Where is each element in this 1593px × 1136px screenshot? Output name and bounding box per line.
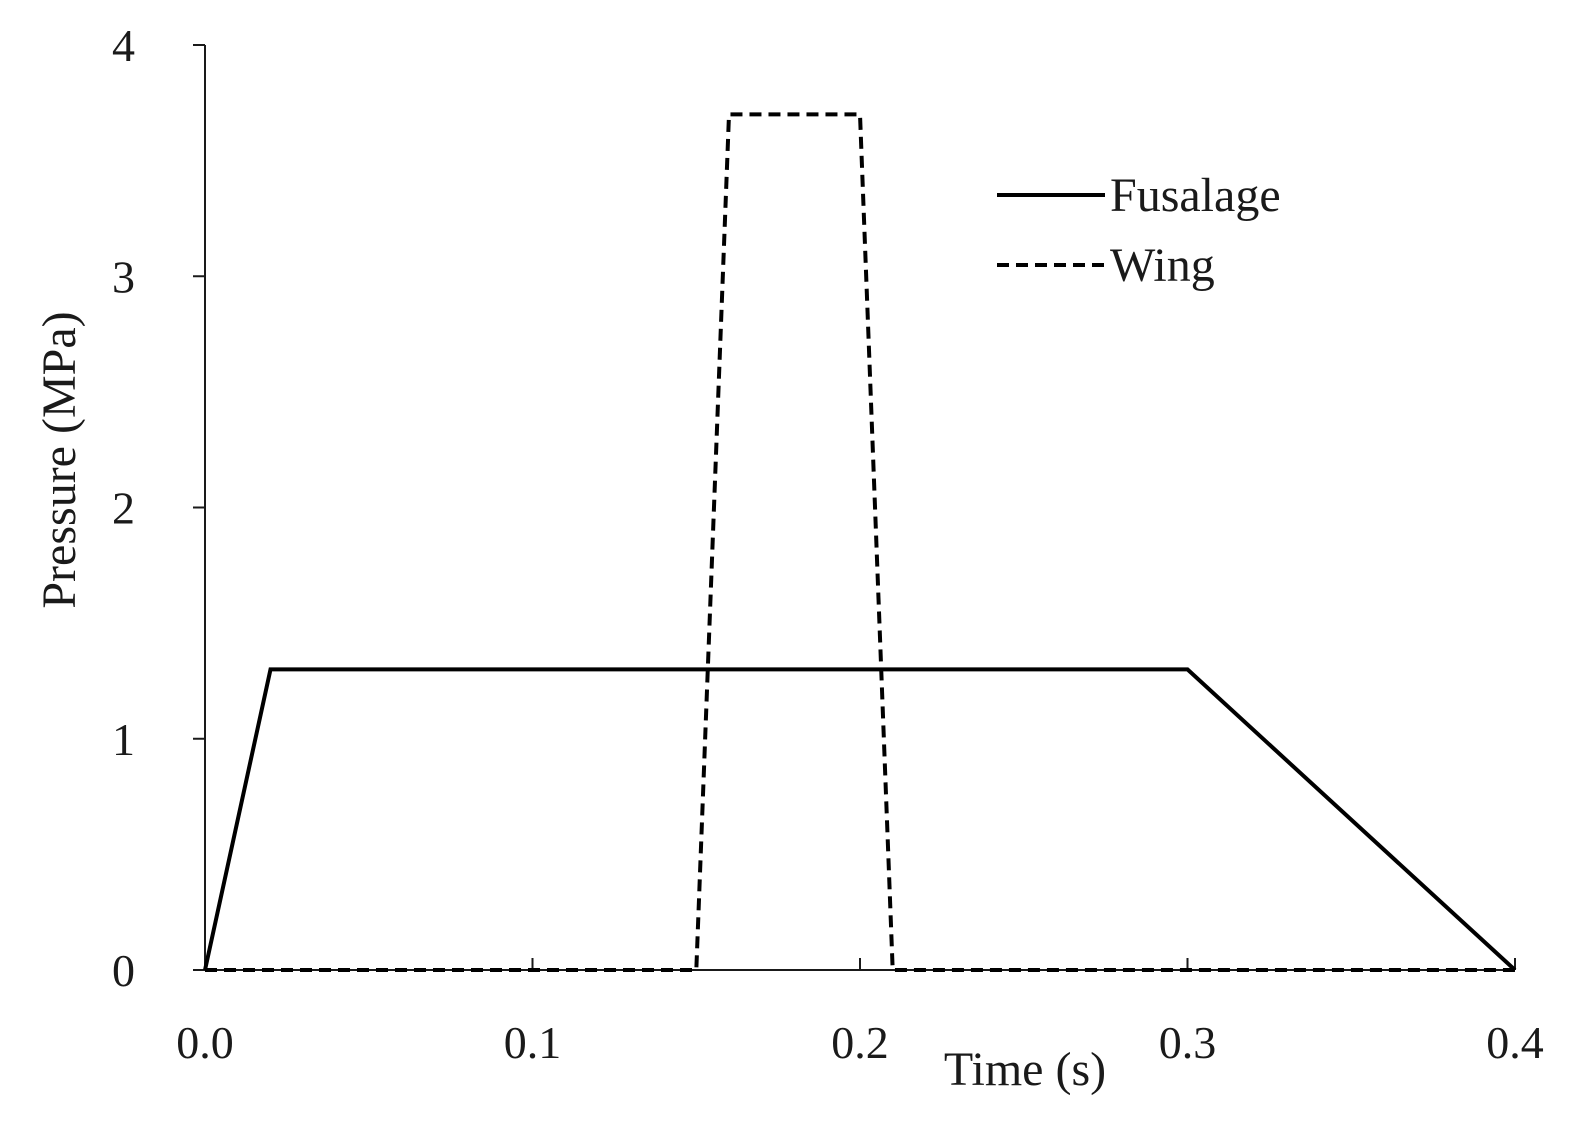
- x-tick-label: 0.3: [1159, 1017, 1217, 1068]
- x-axis-title: Time (s): [944, 1043, 1106, 1096]
- y-tick-label: 2: [112, 483, 135, 534]
- y-tick-label: 4: [112, 20, 135, 71]
- y-axis-title: Pressure (MPa): [33, 311, 86, 608]
- x-tick-label: 0.2: [831, 1017, 889, 1068]
- y-tick-label: 3: [112, 251, 135, 302]
- legend-label-fusalage: Fusalage: [1110, 169, 1281, 222]
- axes: 0.0 0.1 0.2 0.3 0.4 0 1 2 3 4: [112, 20, 1544, 1068]
- x-tick-label: 0.4: [1486, 1017, 1544, 1068]
- y-tick-label: 1: [112, 714, 135, 765]
- x-tick-label: 0.0: [176, 1017, 234, 1068]
- x-tick-label: 0.1: [504, 1017, 562, 1068]
- legend-label-wing: Wing: [1110, 239, 1215, 292]
- legend: Fusalage Wing: [997, 169, 1281, 292]
- series-group: [203, 112, 1517, 972]
- y-tick-label: 0: [112, 945, 135, 996]
- series-line-fusalage: [203, 667, 1517, 972]
- series-line-wing: [205, 112, 1515, 972]
